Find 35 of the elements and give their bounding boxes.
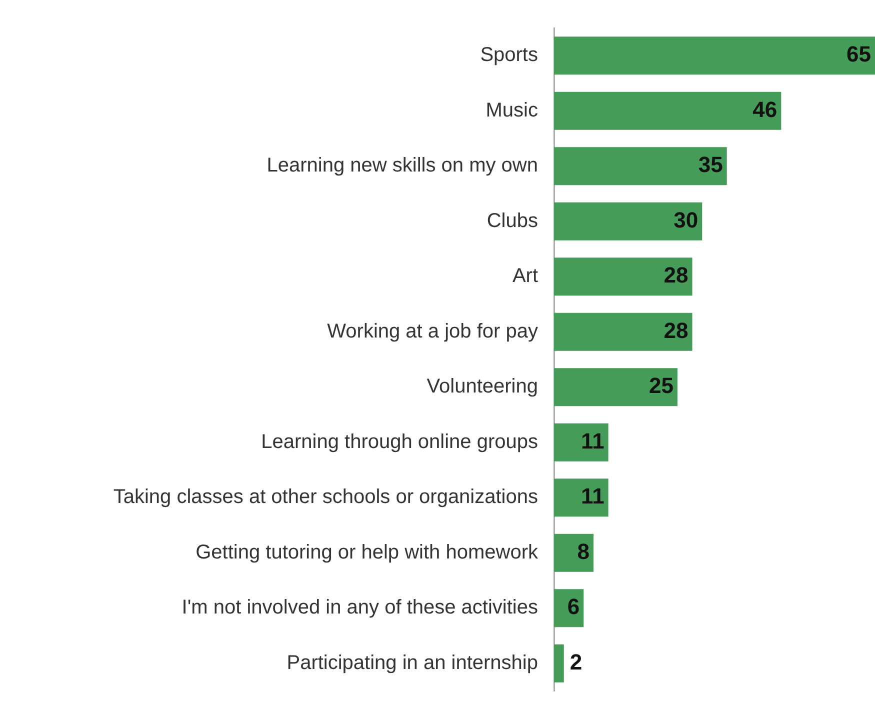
y-tick-label: I'm not involved in any of these activities — [182, 596, 538, 619]
data-label: 11 — [581, 428, 604, 454]
bar — [554, 92, 782, 130]
y-tick-label: Taking classes at other schools or organizations — [113, 486, 538, 508]
bar — [554, 147, 727, 186]
data-label: 46 — [752, 96, 778, 122]
data-label: 28 — [664, 318, 688, 343]
y-tick-label: Working at a job for pay — [327, 320, 538, 342]
bar — [554, 423, 608, 462]
data-label: 11 — [581, 484, 604, 509]
y-tick-label: Learning new skills on my own — [266, 154, 538, 177]
bar — [554, 36, 875, 75]
data-label: 28 — [664, 262, 688, 288]
y-tick-label: Sports — [480, 44, 538, 66]
data-label: 6 — [567, 594, 580, 620]
data-label: 65 — [846, 42, 871, 67]
data-label: 30 — [674, 207, 698, 232]
bar — [554, 644, 564, 682]
data-label: 2 — [570, 649, 582, 674]
bar — [554, 258, 692, 296]
bar — [554, 312, 692, 351]
bar — [554, 368, 678, 406]
y-tick-label: Art — [512, 265, 538, 288]
bar — [554, 534, 594, 572]
y-tick-label: Volunteering — [426, 376, 538, 398]
y-tick-label: Participating in an internship — [286, 652, 538, 674]
y-tick-label: Learning through online groups — [261, 430, 538, 453]
y-tick-label: Music — [486, 99, 538, 122]
data-label: 25 — [648, 373, 674, 398]
data-label: 8 — [577, 538, 590, 564]
bar — [554, 478, 608, 517]
y-tick-label: Clubs — [486, 210, 538, 232]
y-tick-label: Getting tutoring or help with homework — [196, 541, 539, 564]
bar — [554, 202, 702, 240]
data-label: 35 — [698, 152, 723, 178]
